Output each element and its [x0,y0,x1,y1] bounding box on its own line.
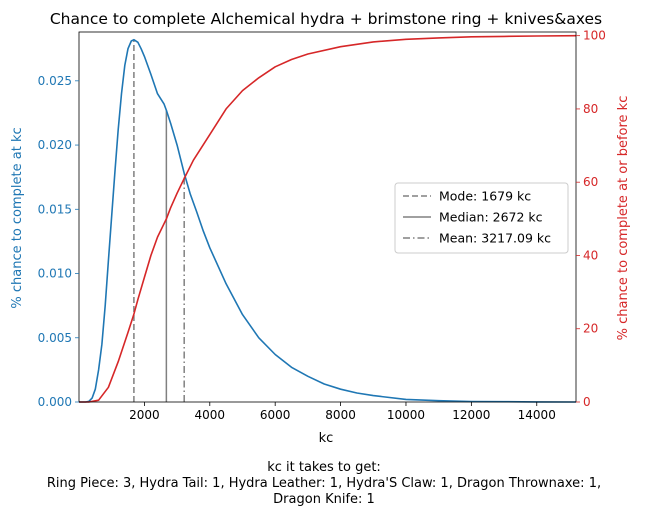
caption-line-3: Dragon Knife: 1 [273,492,375,507]
y-right-tick-label: 100 [583,29,606,43]
y-axis-label-left: % chance to complete at kc [10,127,25,308]
caption-line-1: kc it takes to get: [267,460,381,475]
plot-area [79,34,577,403]
chart-title: Chance to complete Alchemical hydra + br… [50,10,602,28]
series-line-1 [79,34,577,403]
chart: Chance to complete Alchemical hydra + br… [10,10,631,446]
x-tick-label: 12000 [452,408,490,422]
x-tick-label: 10000 [387,408,425,422]
legend-box [394,182,569,254]
x-tick-label: 4000 [195,408,226,422]
x-axis-label: kc [319,431,334,446]
y-right-tick-label: 20 [583,322,598,336]
y-left-tick-label: 0.005 [38,331,72,345]
y-right-tick-label: 60 [583,175,598,189]
legend-label-0: Mode: 1679 kc [439,189,531,204]
caption: kc it takes to get: Ring Piece: 3, Hydra… [0,460,648,508]
y-axis-label-right: % chance to complete at or before kc [616,96,631,341]
x-tick-label: 2000 [129,408,160,422]
plot-frame [78,31,577,403]
y-left-tick-label: 0.025 [38,74,72,88]
y-left-tick-label: 0.000 [38,395,72,409]
legend-label-2: Mean: 3217.09 kc [439,231,551,246]
x-tick-label: 6000 [260,408,291,422]
y-right-tick-label: 0 [583,395,591,409]
y-right-tick-label: 40 [583,248,598,262]
y-right-tick-label: 80 [583,102,598,116]
caption-line-2: Ring Piece: 3, Hydra Tail: 1, Hydra Leat… [46,476,602,491]
y-left-tick-label: 0.020 [38,138,72,152]
x-tick-label: 8000 [325,408,356,422]
series-line-0 [79,38,577,403]
y-left-tick-label: 0.010 [38,267,72,281]
x-tick-label: 14000 [518,408,556,422]
axes: 2000 4000 6000 8000 10000 12000 14000 0.000 0.00… [38,29,606,422]
legend: Mode: 1679 kc Median: 2672 kc Mean: 3217.0… [394,182,569,254]
legend-label-1: Median: 2672 kc [439,210,543,225]
y-left-tick-label: 0.015 [38,202,72,216]
